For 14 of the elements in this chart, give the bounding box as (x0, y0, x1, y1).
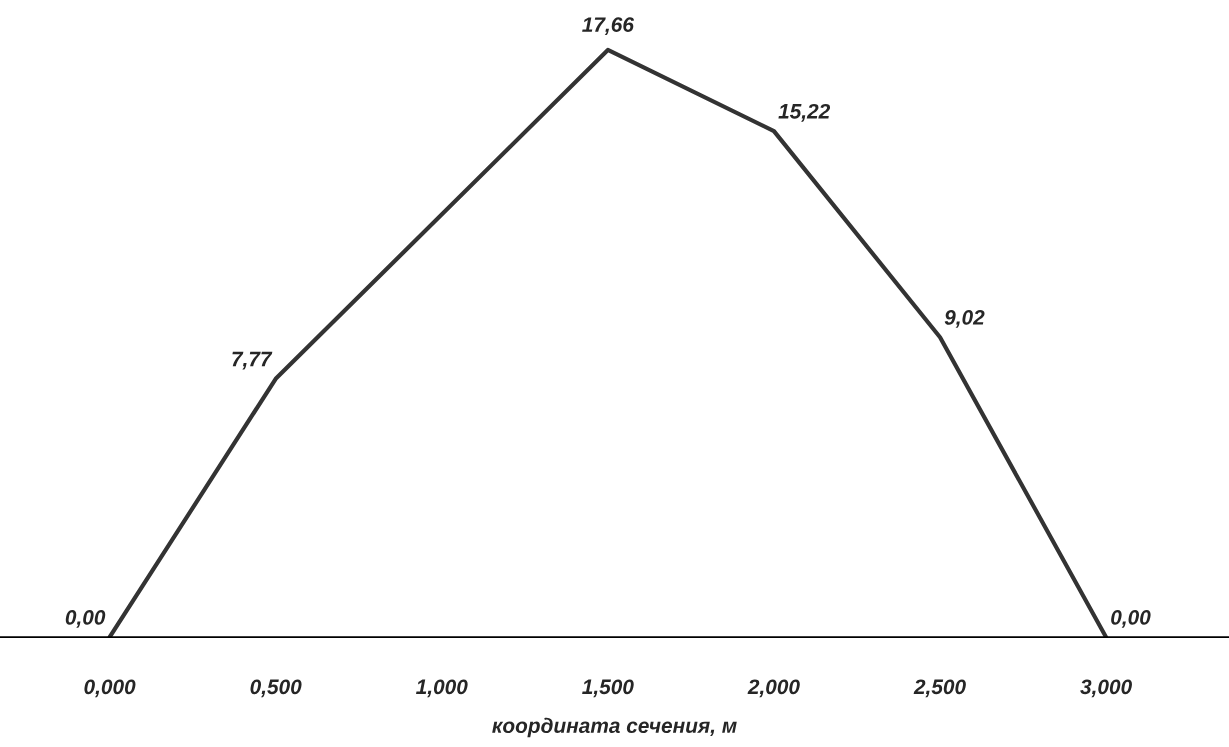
x-tick-label: 2,500 (913, 679, 966, 698)
x-tick-label: 1,000 (416, 679, 468, 698)
x-tick-label: 3,000 (1080, 679, 1132, 698)
x-tick-label: 2,000 (747, 679, 800, 698)
x-tick-label: 0,500 (250, 679, 302, 698)
data-label: 17,66 (582, 17, 635, 35)
data-label: 0,00 (1111, 609, 1151, 628)
data-label: 15,22 (778, 103, 831, 122)
x-tick-label: 0,000 (84, 679, 136, 698)
x-axis-title: координата сечения, м (492, 717, 737, 738)
data-label: 9,02 (944, 310, 985, 328)
data-label: 0,00 (65, 609, 106, 628)
x-tick-label: 1,500 (582, 679, 634, 698)
data-label: 7,77 (232, 351, 273, 370)
